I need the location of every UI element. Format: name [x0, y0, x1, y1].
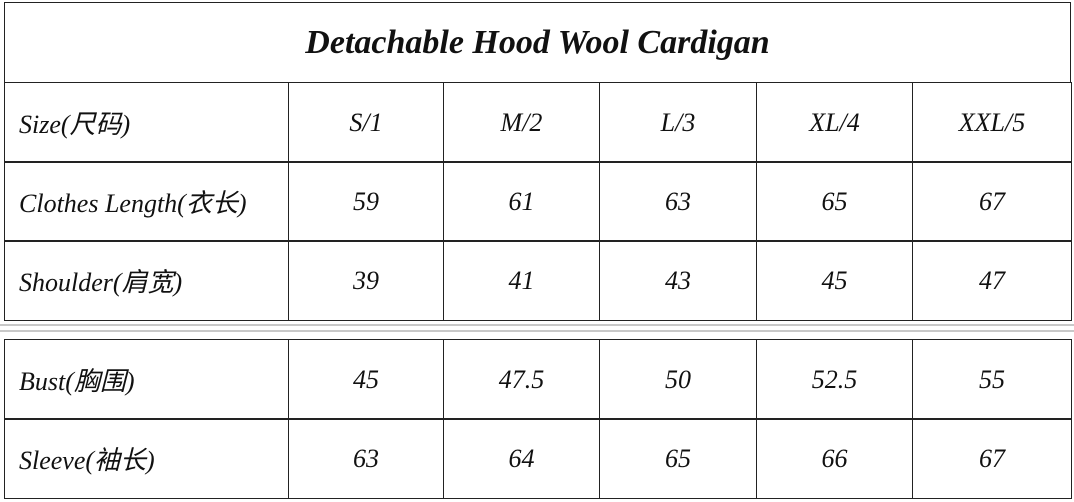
row-label: Size(尺码)	[4, 82, 289, 163]
row-label: Bust(胸围)	[4, 339, 289, 420]
table-cell: 63	[288, 418, 444, 499]
table-cell: 47.5	[443, 339, 600, 420]
table-cell: 47	[912, 240, 1072, 321]
table-cell: 65	[599, 418, 757, 499]
row-label: Clothes Length(衣长)	[4, 161, 289, 242]
table-cell: 67	[912, 418, 1072, 499]
row-label: Sleeve(袖长)	[4, 418, 289, 499]
table-cell: XL/4	[756, 82, 913, 163]
separator	[0, 330, 1074, 332]
table-cell: 55	[912, 339, 1072, 420]
table-cell: 43	[599, 240, 757, 321]
row-label: Shoulder(肩宽)	[4, 240, 289, 321]
table-cell: M/2	[443, 82, 600, 163]
table-title: Detachable Hood Wool Cardigan	[4, 2, 1071, 83]
table-cell: 64	[443, 418, 600, 499]
table-cell: 59	[288, 161, 444, 242]
table-cell: 45	[288, 339, 444, 420]
table-cell: L/3	[599, 82, 757, 163]
table-cell: 50	[599, 339, 757, 420]
table-cell: 45	[756, 240, 913, 321]
table-cell: 52.5	[756, 339, 913, 420]
table-cell: 61	[443, 161, 600, 242]
table-cell: 41	[443, 240, 600, 321]
table-cell: 66	[756, 418, 913, 499]
table-cell: S/1	[288, 82, 444, 163]
table-cell: XXL/5	[912, 82, 1072, 163]
table-cell: 67	[912, 161, 1072, 242]
separator	[0, 324, 1074, 326]
table-cell: 65	[756, 161, 913, 242]
table-cell: 39	[288, 240, 444, 321]
table-cell: 63	[599, 161, 757, 242]
